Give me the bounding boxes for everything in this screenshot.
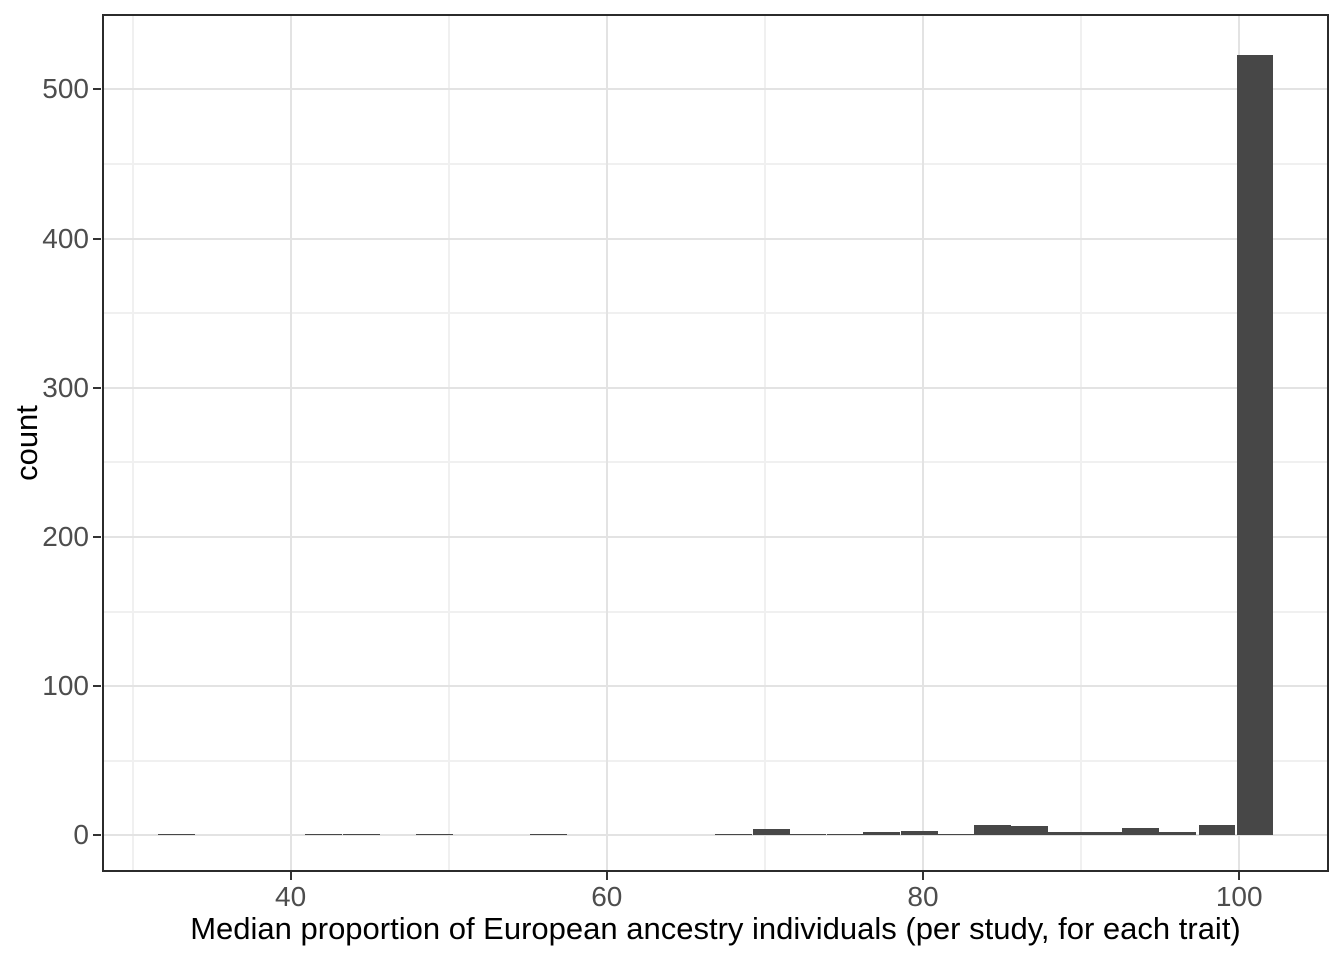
x-axis-tick [922, 872, 924, 880]
gridline-major-y [102, 685, 1329, 688]
gridline-major-y [102, 237, 1329, 240]
gridline-major-y [102, 536, 1329, 539]
gridline-minor-x [1080, 14, 1083, 872]
y-tick-label: 400 [42, 222, 89, 254]
plot-area [102, 14, 1329, 872]
y-tick-label: 0 [73, 819, 89, 851]
histogram-bar [343, 833, 381, 836]
y-tick-label: 500 [42, 73, 89, 105]
gridline-minor-y [102, 163, 1329, 166]
x-tick-label: 40 [275, 881, 307, 912]
histogram-bar [1198, 825, 1236, 836]
y-axis-tick [93, 834, 101, 837]
histogram-bar [1121, 827, 1159, 836]
y-axis-tick [93, 237, 101, 240]
histogram-bar [827, 833, 864, 836]
histogram-bar [863, 832, 901, 836]
gridline-minor-y [102, 312, 1329, 315]
histogram-bar [1011, 826, 1049, 836]
gridline-major-x [605, 14, 608, 872]
y-axis-tick [93, 536, 101, 539]
histogram-bar [937, 833, 975, 836]
gridline-major-x [922, 14, 924, 872]
y-axis-tick [93, 685, 101, 688]
histogram-bar [789, 833, 826, 836]
y-tick-label: 100 [42, 670, 89, 702]
gridline-major-y [102, 88, 1329, 91]
gridline-minor-x [447, 14, 450, 872]
y-tick-label: 300 [42, 371, 89, 403]
histogram-bar [901, 830, 939, 836]
x-axis-tick [605, 872, 608, 880]
histogram-bar [714, 833, 752, 836]
x-axis-tick [289, 872, 292, 880]
gridline-minor-y [102, 610, 1329, 613]
histogram-bar [1159, 832, 1196, 836]
gridline-major-x [289, 14, 292, 872]
histogram-bar [305, 833, 343, 836]
gridline-minor-y [102, 759, 1329, 762]
gridline-minor-y [102, 461, 1329, 464]
y-axis-tick [93, 386, 101, 389]
x-tick-label: 60 [591, 881, 623, 912]
histogram-bar [1084, 832, 1122, 836]
x-axis-title: Median proportion of European ancestry i… [190, 911, 1241, 946]
gridline-minor-x [763, 14, 766, 872]
histogram-bar [529, 833, 567, 836]
y-tick-label: 200 [42, 521, 89, 553]
histogram-bar [974, 825, 1011, 836]
histogram-bar [416, 833, 453, 836]
x-axis-tick [1238, 872, 1241, 880]
histogram-bar [1048, 832, 1086, 836]
y-axis-title: count [9, 405, 44, 481]
histogram-bar [158, 833, 196, 836]
gridline-minor-x [131, 14, 134, 872]
histogram-bar [752, 829, 790, 836]
x-tick-label: 80 [907, 881, 939, 912]
y-axis-tick [93, 88, 101, 91]
x-tick-label: 100 [1215, 881, 1263, 912]
gridline-major-y [102, 386, 1329, 389]
histogram-bar [1236, 55, 1274, 836]
